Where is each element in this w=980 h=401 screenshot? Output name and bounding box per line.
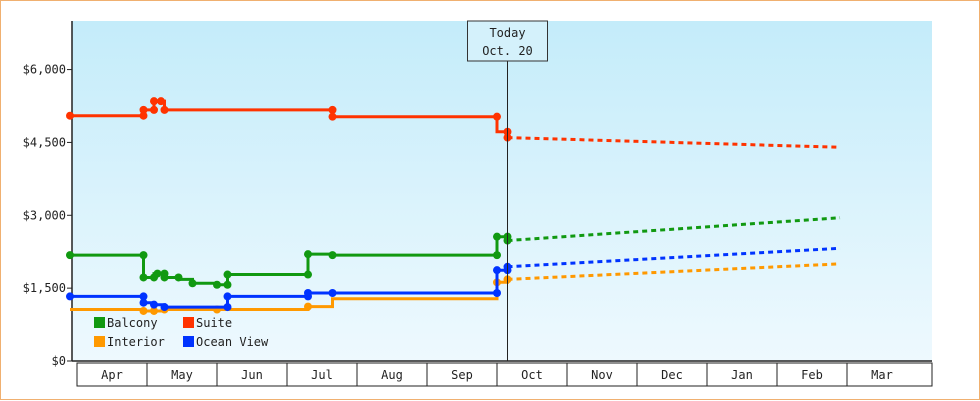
today-marker: Today Oct. 20 [467, 20, 548, 361]
forecast-line [507, 216, 841, 243]
month-label: Nov [591, 368, 613, 382]
data-point [328, 289, 337, 297]
data-point [150, 306, 158, 315]
data-point [139, 105, 148, 114]
data-point [139, 251, 148, 260]
data-point [66, 251, 74, 260]
plot-area [72, 21, 932, 361]
data-point [150, 105, 158, 114]
legend-label: Balcony [107, 316, 158, 330]
y-tick-label: $1,500 [23, 281, 66, 295]
y-tick-label: $4,500 [23, 135, 66, 149]
today-label: Today [489, 26, 525, 40]
data-point [66, 111, 74, 120]
forecast-line [507, 262, 841, 281]
data-point [139, 306, 148, 315]
month-label: Jul [311, 368, 333, 382]
data-point [328, 112, 337, 121]
data-point [139, 273, 148, 282]
data-point [139, 111, 148, 120]
data-point [493, 251, 501, 260]
data-point [188, 279, 197, 288]
legend-swatch [183, 336, 194, 347]
data-point [139, 292, 148, 301]
series-suite [66, 97, 841, 149]
legend-label: Suite [196, 316, 232, 330]
data-point [223, 303, 232, 312]
data-point [493, 112, 501, 121]
forecast-line [507, 246, 841, 269]
data-point [150, 300, 158, 309]
month-axis-box [76, 362, 933, 387]
legend-label: Ocean View [196, 335, 269, 349]
forecast-line [507, 136, 841, 149]
month-label: Jun [241, 368, 263, 382]
data-point [328, 251, 337, 260]
data-point [493, 232, 501, 241]
month-label: Jan [731, 368, 753, 382]
series-ocean-view [66, 246, 841, 312]
month-label: Apr [101, 368, 123, 382]
month-label: Aug [381, 368, 403, 382]
data-point [160, 273, 169, 282]
legend-swatch [183, 317, 194, 328]
month-label: May [171, 368, 193, 382]
data-point [304, 302, 312, 311]
data-point [174, 273, 183, 282]
month-label: Feb [801, 368, 823, 382]
legend: Balcony Suite Interior Ocean View [94, 316, 269, 349]
month-label: Oct [521, 368, 543, 382]
legend-swatch [94, 317, 105, 328]
data-point [304, 250, 312, 259]
data-point [223, 270, 232, 279]
data-point [304, 289, 312, 297]
today-callout-box [467, 20, 548, 62]
data-point [153, 269, 162, 278]
data-point [223, 292, 232, 301]
y-tick-label: $3,000 [23, 208, 66, 222]
data-point [160, 105, 169, 114]
data-point [493, 289, 501, 297]
data-point [150, 97, 158, 106]
month-label: Dec [661, 368, 683, 382]
month-label: Mar [871, 368, 893, 382]
axes: $0 $1,500 $3,000 $4,500 $6,000 Apr May Jun Jul Au… [23, 21, 933, 387]
data-point [157, 97, 165, 106]
month-label: Sep [451, 368, 473, 382]
y-tick-label: $0 [52, 354, 66, 368]
data-point [66, 292, 74, 301]
today-date: Oct. 20 [482, 44, 533, 58]
data-point [139, 298, 148, 307]
legend-swatch [94, 336, 105, 347]
data-point [493, 266, 501, 275]
data-point [160, 303, 169, 312]
data-point [328, 105, 337, 114]
y-tick-label: $6,000 [23, 63, 66, 77]
legend-label: Interior [107, 335, 165, 349]
data-point [223, 280, 232, 289]
data-point [304, 270, 312, 279]
data-point [213, 280, 221, 289]
